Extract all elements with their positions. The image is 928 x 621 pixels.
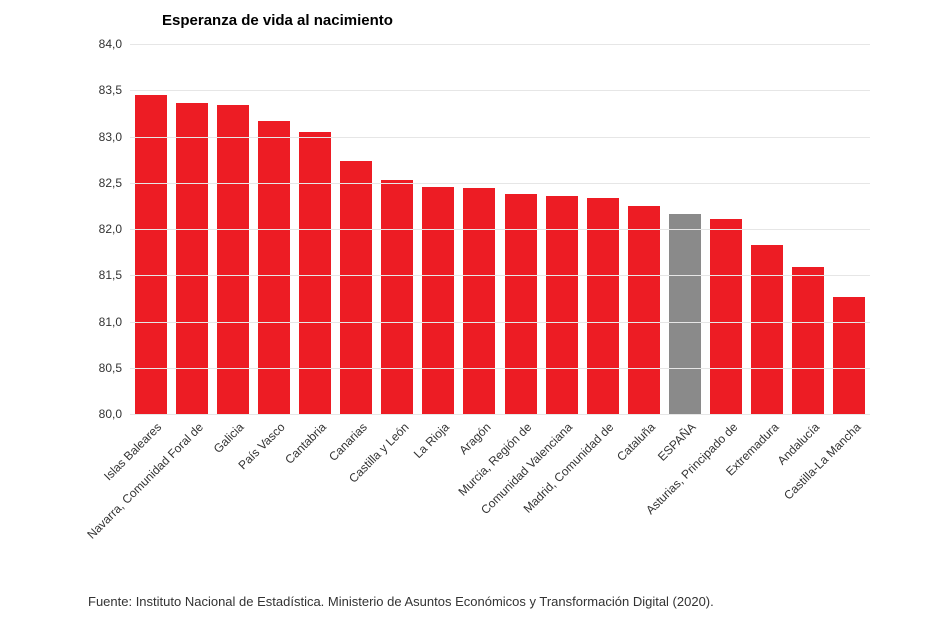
gridline xyxy=(130,137,870,138)
y-tick-label: 84,0 xyxy=(99,37,130,51)
bar xyxy=(710,219,742,414)
chart-title: Esperanza de vida al nacimiento xyxy=(162,12,393,29)
y-tick-label: 81,0 xyxy=(99,315,130,329)
plot-area: 80,080,581,081,582,082,583,083,584,0 xyxy=(130,44,870,414)
bar xyxy=(628,206,660,414)
y-tick-label: 80,0 xyxy=(99,407,130,421)
x-tick-label: Galicia xyxy=(211,420,247,456)
y-tick-label: 80,5 xyxy=(99,361,130,375)
x-tick-label: Aragón xyxy=(456,420,493,457)
y-tick-label: 83,0 xyxy=(99,130,130,144)
bar xyxy=(135,95,167,414)
gridline xyxy=(130,90,870,91)
bar xyxy=(833,297,865,414)
bar xyxy=(587,198,619,414)
bar xyxy=(258,121,290,414)
x-tick-label: La Rioja xyxy=(411,420,452,461)
x-axis-labels: Islas BalearesNavarra, Comunidad Foral d… xyxy=(130,420,870,620)
bar xyxy=(669,214,701,414)
chart-container: { "chart": { "type": "bar", "title": "Es… xyxy=(0,0,928,621)
bar xyxy=(299,132,331,414)
x-tick-label: Murcia, Región de xyxy=(456,420,535,499)
y-tick-label: 82,0 xyxy=(99,222,130,236)
bar xyxy=(381,180,413,414)
gridline xyxy=(130,275,870,276)
bar xyxy=(792,267,824,414)
gridline xyxy=(130,183,870,184)
gridline xyxy=(130,368,870,369)
x-tick-label: Cantabria xyxy=(282,420,329,467)
x-tick-label: Cataluña xyxy=(614,420,658,464)
bar xyxy=(463,188,495,414)
bar xyxy=(422,187,454,414)
x-tick-label: Castilla-La Mancha xyxy=(781,420,864,503)
bar xyxy=(340,161,372,414)
gridline xyxy=(130,229,870,230)
y-tick-label: 82,5 xyxy=(99,176,130,190)
source-note: Fuente: Instituto Nacional de Estadístic… xyxy=(88,594,714,609)
y-tick-label: 83,5 xyxy=(99,83,130,97)
gridline xyxy=(130,414,870,415)
bar xyxy=(505,194,537,414)
bar xyxy=(751,245,783,414)
y-tick-label: 81,5 xyxy=(99,268,130,282)
gridline xyxy=(130,322,870,323)
gridline xyxy=(130,44,870,45)
